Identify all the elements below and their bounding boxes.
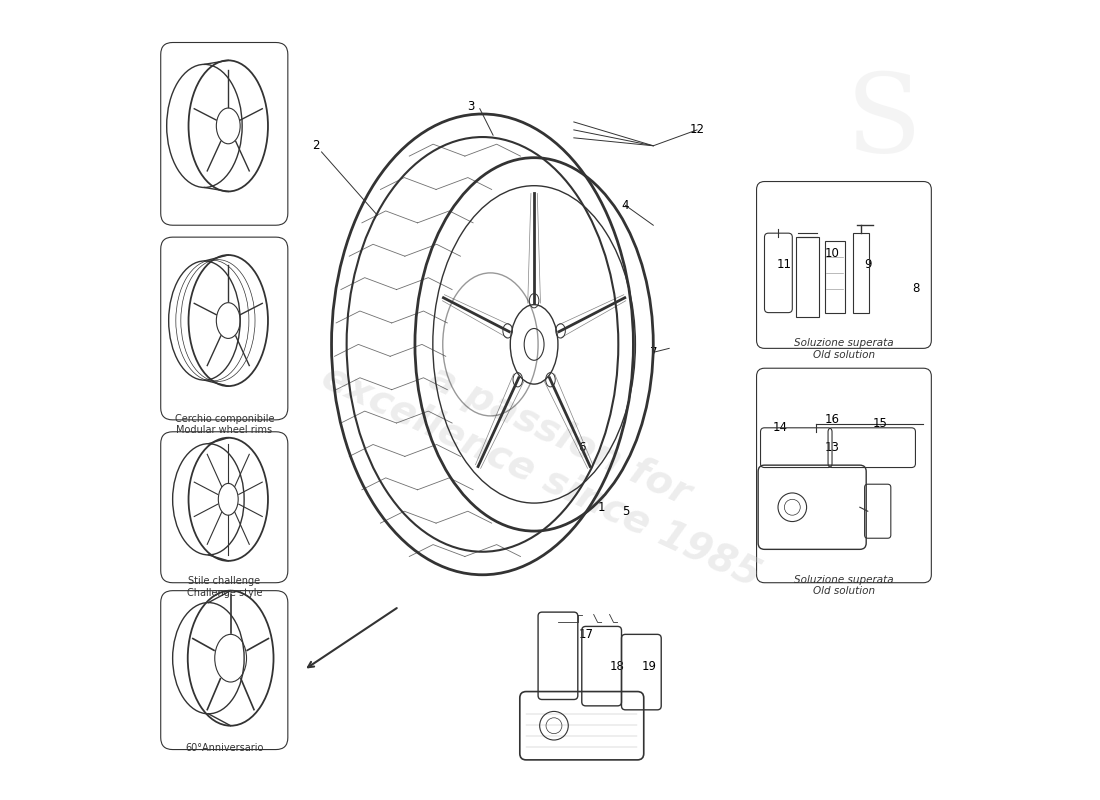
- Text: 5: 5: [621, 505, 629, 518]
- Text: 7: 7: [649, 346, 657, 359]
- Bar: [825, 241, 845, 313]
- Text: 4: 4: [621, 199, 629, 212]
- Text: 60°Anniversario: 60°Anniversario: [185, 743, 264, 754]
- Text: 6: 6: [578, 441, 585, 454]
- Text: 19: 19: [641, 660, 657, 673]
- Text: Stile challenge
Challenge style: Stile challenge Challenge style: [187, 576, 262, 598]
- Text: 12: 12: [690, 123, 704, 136]
- Text: 10: 10: [825, 246, 839, 259]
- Bar: [796, 237, 818, 317]
- Text: Cerchio componibile
Modular wheel rims: Cerchio componibile Modular wheel rims: [175, 414, 274, 435]
- Text: a passion for
excellence since 1985: a passion for excellence since 1985: [316, 317, 784, 594]
- Text: 1: 1: [598, 501, 605, 514]
- Text: 17: 17: [579, 628, 593, 641]
- Text: 11: 11: [777, 258, 792, 271]
- Text: S: S: [846, 69, 922, 175]
- Text: 13: 13: [825, 441, 839, 454]
- Text: 8: 8: [912, 282, 920, 295]
- Text: 15: 15: [872, 418, 887, 430]
- Text: Soluzione superata
Old solution: Soluzione superata Old solution: [794, 574, 894, 596]
- Text: 18: 18: [610, 660, 625, 673]
- Text: 14: 14: [773, 422, 788, 434]
- Text: Soluzione superata
Old solution: Soluzione superata Old solution: [794, 338, 894, 360]
- Text: 3: 3: [466, 99, 474, 113]
- Bar: [854, 233, 869, 313]
- Text: 16: 16: [825, 414, 839, 426]
- Text: 9: 9: [864, 258, 871, 271]
- Text: 2: 2: [312, 139, 319, 152]
